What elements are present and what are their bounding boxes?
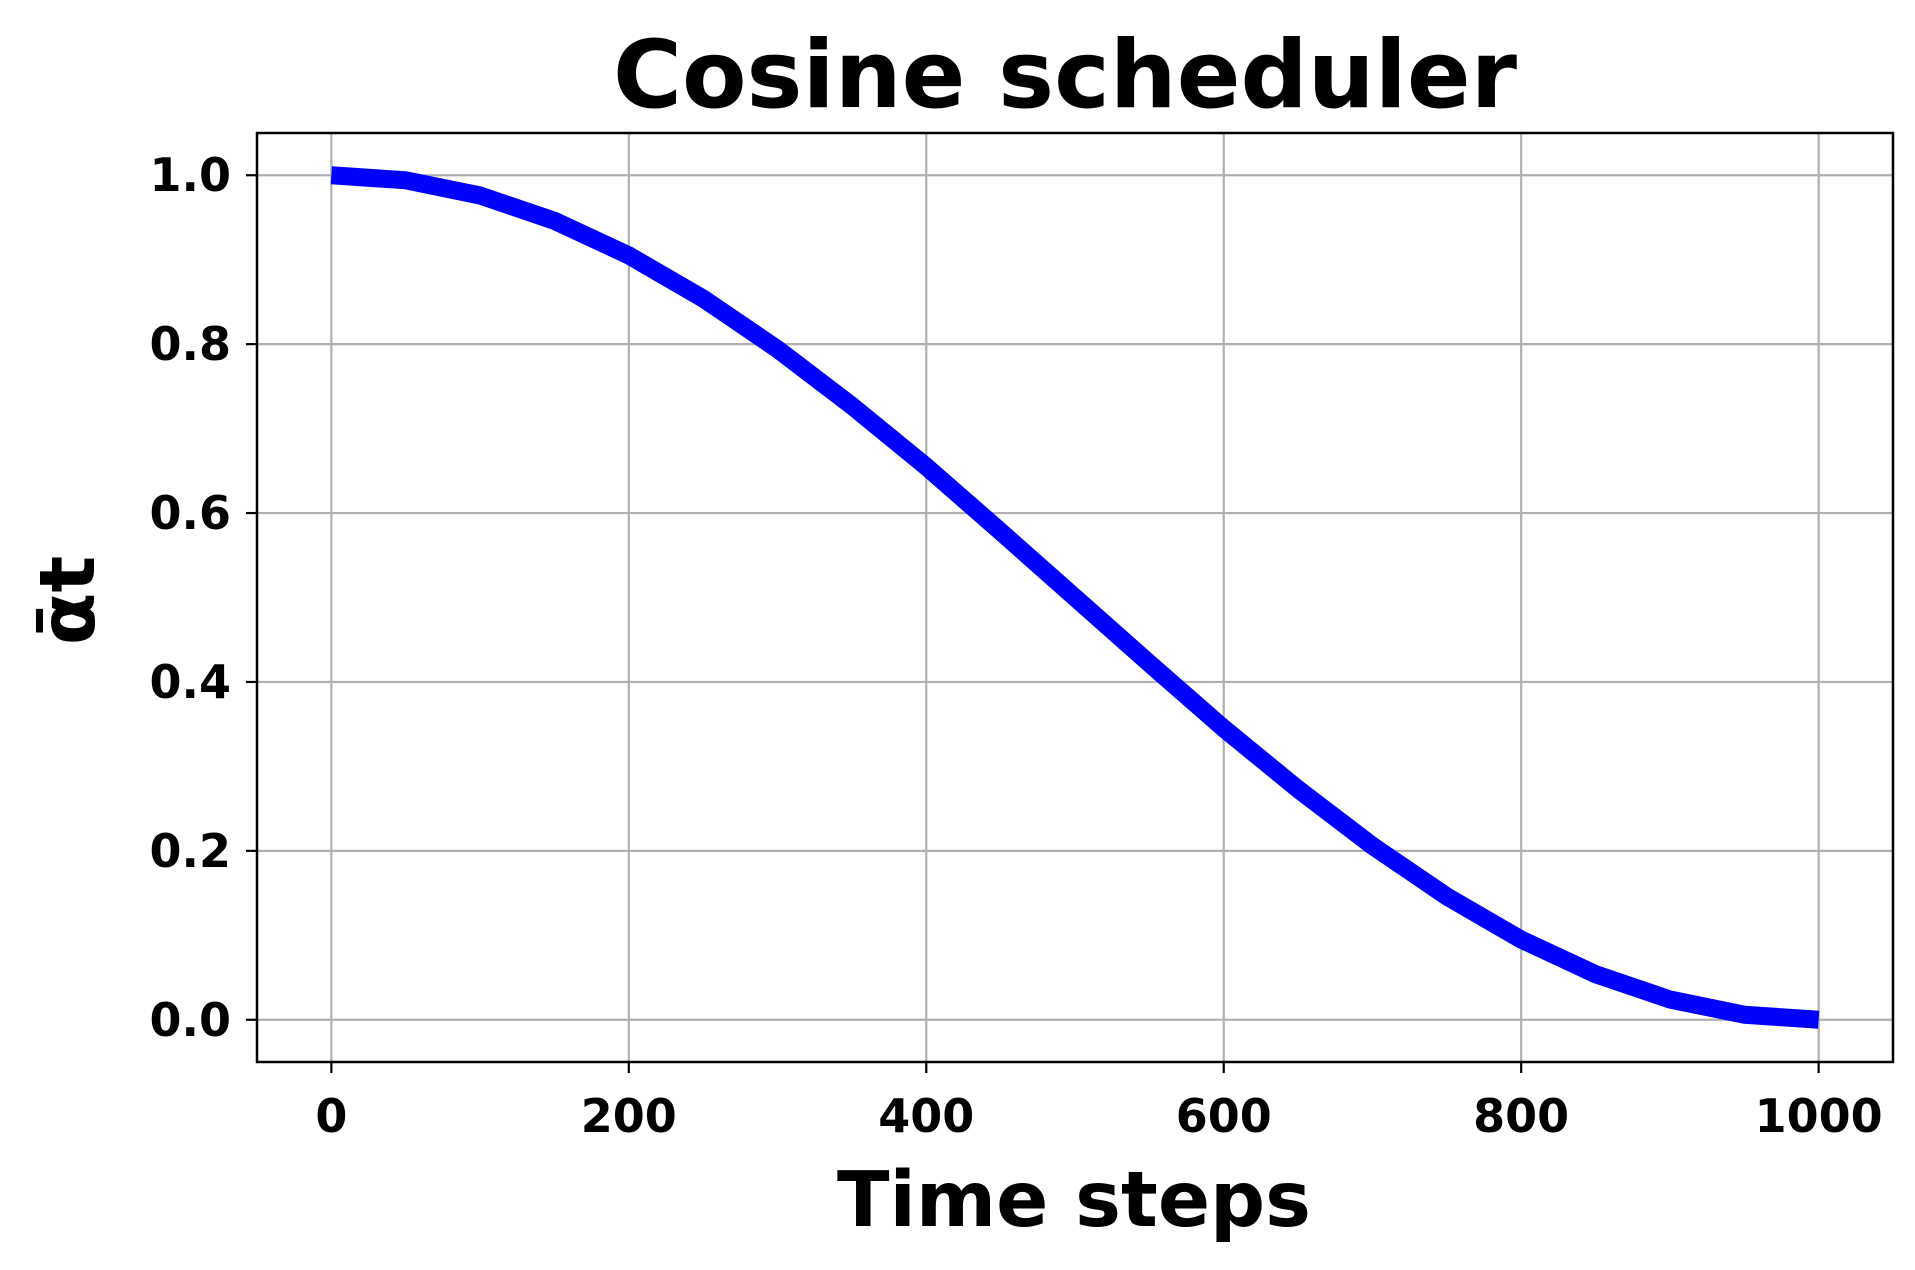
series-line: [330, 166, 1820, 1029]
x-tick-label: 1000: [1755, 1089, 1883, 1143]
y-tick-label: 0.4: [150, 655, 232, 709]
x-tick-label: 0: [315, 1089, 347, 1143]
y-tick-label: 0.2: [150, 824, 232, 878]
y-tick-label: 0.8: [150, 317, 232, 371]
grid-lines: [257, 133, 1893, 1062]
y-tick-label: 0.6: [150, 486, 232, 540]
y-axis-label: ᾱt: [24, 556, 113, 646]
y-tick-label: 0.0: [150, 993, 232, 1047]
series-layer: [330, 166, 1820, 1029]
x-tick-label: 200: [581, 1089, 677, 1143]
x-tick-label: 600: [1176, 1089, 1272, 1143]
ticks: 0 200 400 600 800 1000 0.0 0.2 0.4 0.6 0.8 1.0: [150, 148, 1883, 1143]
labels: Cosine scheduler Time steps ᾱt: [24, 21, 1518, 1245]
x-tick-label: 400: [878, 1089, 974, 1143]
y-tick-label: 1.0: [150, 148, 232, 202]
x-axis-label: Time steps: [837, 1156, 1311, 1245]
plot-frame: [255, 131, 1895, 1064]
chart-title: Cosine scheduler: [613, 21, 1518, 130]
x-tick-label: 800: [1473, 1089, 1569, 1143]
